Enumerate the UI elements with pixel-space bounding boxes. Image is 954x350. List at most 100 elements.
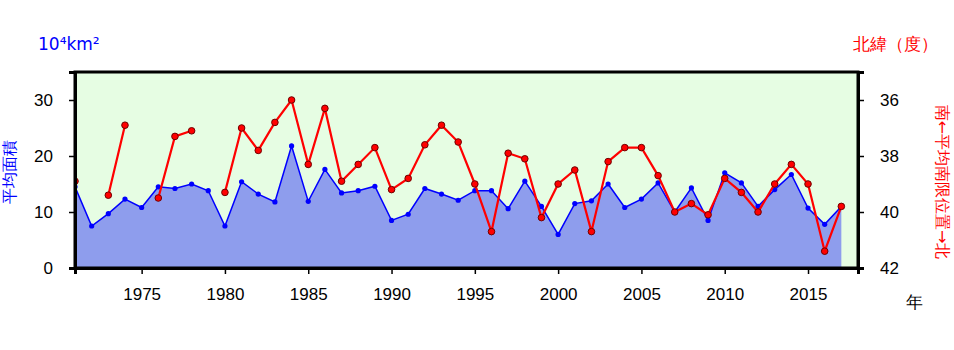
tick: 42 <box>858 259 899 278</box>
marker <box>821 248 828 255</box>
marker <box>256 191 261 196</box>
marker <box>189 181 194 186</box>
marker <box>839 204 844 209</box>
marker <box>289 143 294 148</box>
tick-label: 20 <box>34 147 53 166</box>
marker <box>622 205 627 210</box>
tick-label: 30 <box>34 91 53 110</box>
marker <box>588 228 595 235</box>
marker <box>489 188 494 193</box>
tick: 1975 <box>123 268 161 304</box>
marker <box>172 186 177 191</box>
tick-label: 1995 <box>456 285 494 304</box>
marker <box>721 175 728 182</box>
tick: 30 <box>34 91 75 110</box>
tick: 1985 <box>290 268 328 304</box>
marker <box>406 212 411 217</box>
y2-axis-unit: 北緯（度） <box>853 34 938 54</box>
marker <box>122 122 129 129</box>
tick: 10 <box>34 203 75 222</box>
tick-label: 38 <box>880 147 899 166</box>
marker <box>255 147 262 154</box>
marker <box>222 223 227 228</box>
marker <box>105 192 112 199</box>
marker <box>788 161 795 168</box>
marker <box>272 119 279 126</box>
tick-label: 2005 <box>623 285 661 304</box>
marker <box>172 133 179 140</box>
marker <box>356 188 361 193</box>
tick-label: 1990 <box>373 285 411 304</box>
area-fill <box>75 146 841 268</box>
marker <box>372 144 379 151</box>
marker <box>206 188 211 193</box>
tick: 1980 <box>207 268 245 304</box>
x-axis: 1975 1980 1985 1990 1995 2000 2005 2010 2015 <box>76 268 859 304</box>
tick: 1995 <box>456 268 494 304</box>
marker <box>755 209 762 216</box>
marker <box>605 158 612 165</box>
marker <box>522 156 529 163</box>
tick: 2015 <box>790 268 828 304</box>
marker <box>139 205 144 210</box>
marker <box>822 222 827 227</box>
marker <box>638 144 645 151</box>
marker <box>739 180 744 185</box>
marker <box>322 105 329 112</box>
marker <box>472 181 479 188</box>
marker <box>456 198 461 203</box>
marker <box>188 128 195 135</box>
tick-label: 40 <box>880 203 899 222</box>
marker <box>338 178 345 185</box>
marker <box>372 184 377 189</box>
tick: 0 <box>44 259 75 278</box>
marker <box>688 200 695 207</box>
marker <box>439 191 444 196</box>
tick-label: 36 <box>880 91 899 110</box>
marker <box>306 199 311 204</box>
tick: 38 <box>858 147 899 166</box>
tick-label: 10 <box>34 203 53 222</box>
marker <box>672 209 677 214</box>
marker <box>272 199 277 204</box>
tick: 40 <box>858 203 899 222</box>
marker <box>438 122 445 129</box>
tick: 2005 <box>623 268 661 304</box>
plot-area <box>75 97 845 268</box>
chart: 1975 1980 1985 1990 1995 2000 2005 2010 2015 0 10 2… <box>0 0 954 350</box>
marker <box>506 206 511 211</box>
marker <box>671 209 678 216</box>
tick-label: 2010 <box>706 285 744 304</box>
marker <box>222 189 229 196</box>
marker <box>422 186 427 191</box>
marker <box>389 218 394 223</box>
tick-label: 2000 <box>540 285 578 304</box>
area-line <box>75 146 841 234</box>
marker <box>122 197 127 202</box>
marker <box>572 201 577 206</box>
tick: 1990 <box>373 268 411 304</box>
marker <box>455 139 462 146</box>
tick-label: 2015 <box>790 285 828 304</box>
marker <box>689 185 694 190</box>
marker <box>522 179 527 184</box>
y-axis-unit: 10⁴km² <box>38 34 100 54</box>
x-axis-title: 年 <box>906 292 923 312</box>
marker <box>771 181 778 188</box>
marker <box>589 198 594 203</box>
marker <box>488 228 495 235</box>
tick-label: 1975 <box>123 285 161 304</box>
marker <box>89 223 94 228</box>
marker <box>106 211 111 216</box>
marker <box>805 181 812 188</box>
marker <box>789 172 794 177</box>
tick: 2000 <box>540 268 578 304</box>
marker <box>556 232 561 237</box>
tick: 36 <box>858 91 899 110</box>
plot-background <box>75 72 858 268</box>
marker <box>738 189 745 196</box>
marker <box>805 205 810 210</box>
marker <box>505 150 512 157</box>
marker <box>538 214 545 221</box>
tick-label: 0 <box>44 259 53 278</box>
